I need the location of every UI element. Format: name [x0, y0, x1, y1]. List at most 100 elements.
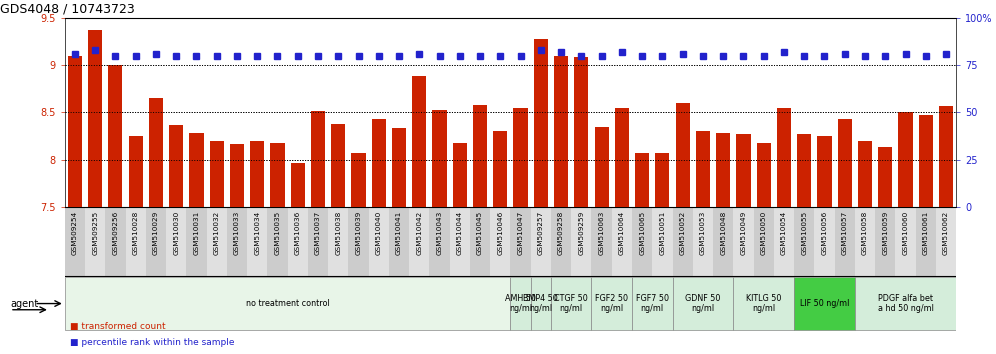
Bar	[288, 207, 308, 276]
Bar	[716, 133, 730, 207]
Bar	[106, 207, 125, 276]
Text: GSM510037: GSM510037	[315, 211, 321, 255]
Bar	[754, 207, 774, 276]
Bar	[510, 207, 531, 276]
Text: BMP4 50
ng/ml: BMP4 50 ng/ml	[524, 294, 558, 313]
Text: GSM510029: GSM510029	[153, 211, 159, 255]
Bar	[575, 57, 589, 207]
Bar	[774, 207, 794, 276]
Text: GSM510063: GSM510063	[599, 211, 605, 255]
Bar	[473, 105, 487, 207]
Bar	[85, 207, 106, 276]
Text: LIF 50 ng/ml: LIF 50 ng/ml	[800, 299, 850, 308]
Text: ■ transformed count: ■ transformed count	[70, 322, 165, 331]
Text: GSM510033: GSM510033	[234, 211, 240, 255]
Bar	[595, 127, 609, 207]
Bar	[247, 207, 267, 276]
Text: GSM510044: GSM510044	[457, 211, 463, 255]
Bar	[915, 207, 936, 276]
Bar	[635, 153, 649, 207]
Text: GDNF 50
ng/ml: GDNF 50 ng/ml	[685, 294, 720, 313]
Bar	[65, 207, 85, 276]
Text: GSM510031: GSM510031	[193, 211, 199, 255]
Bar	[534, 39, 548, 207]
Bar	[267, 207, 288, 276]
Bar	[632, 277, 672, 330]
Bar	[855, 277, 956, 330]
Bar	[632, 207, 652, 276]
Bar	[125, 207, 145, 276]
Text: GSM510048: GSM510048	[720, 211, 726, 255]
Bar	[531, 207, 551, 276]
Text: GSM510053: GSM510053	[700, 211, 706, 255]
Bar	[855, 207, 875, 276]
Bar	[145, 207, 166, 276]
Bar	[493, 131, 507, 207]
Bar	[794, 277, 855, 330]
Bar	[392, 127, 406, 207]
Bar	[858, 141, 872, 207]
Bar	[148, 98, 163, 207]
Text: GSM510043: GSM510043	[436, 211, 442, 255]
Text: GSM510057: GSM510057	[842, 211, 848, 255]
Bar	[388, 207, 409, 276]
Bar	[733, 207, 754, 276]
Bar	[551, 277, 592, 330]
Bar	[531, 277, 551, 330]
Text: GSM509255: GSM509255	[92, 211, 99, 255]
Text: GSM510058: GSM510058	[862, 211, 868, 255]
Bar	[918, 115, 933, 207]
Text: GSM510050: GSM510050	[761, 211, 767, 255]
Bar	[815, 207, 835, 276]
Bar	[109, 65, 123, 207]
Bar	[713, 207, 733, 276]
Bar	[736, 134, 751, 207]
Text: GSM510049: GSM510049	[740, 211, 746, 255]
Bar	[186, 207, 206, 276]
Bar	[652, 207, 672, 276]
Bar	[554, 56, 568, 207]
Text: GSM510046: GSM510046	[497, 211, 503, 255]
Text: GSM509258: GSM509258	[558, 211, 564, 255]
Text: GSM510039: GSM510039	[356, 211, 362, 255]
Bar	[696, 131, 710, 207]
Bar	[308, 207, 328, 276]
Bar	[209, 141, 224, 207]
Bar	[453, 143, 467, 207]
Bar	[510, 277, 531, 330]
Bar	[230, 144, 244, 207]
Text: GSM510034: GSM510034	[254, 211, 260, 255]
Bar	[311, 110, 325, 207]
Bar	[369, 207, 388, 276]
Bar	[206, 207, 227, 276]
Bar	[612, 207, 632, 276]
Bar	[818, 136, 832, 207]
Bar	[797, 134, 812, 207]
Bar	[757, 143, 771, 207]
Bar	[835, 207, 855, 276]
Text: FGF2 50
ng/ml: FGF2 50 ng/ml	[596, 294, 628, 313]
Bar	[372, 119, 385, 207]
Bar	[291, 162, 305, 207]
Bar	[875, 207, 895, 276]
Text: GSM510032: GSM510032	[214, 211, 220, 255]
Text: GSM510055: GSM510055	[801, 211, 807, 255]
Text: GSM510047: GSM510047	[518, 211, 524, 255]
Bar	[878, 147, 892, 207]
Bar	[328, 207, 349, 276]
Bar	[733, 277, 794, 330]
Text: agent: agent	[10, 299, 38, 309]
Bar	[490, 207, 510, 276]
Text: GSM510059: GSM510059	[882, 211, 888, 255]
Bar	[349, 207, 369, 276]
Text: GDS4048 / 10743723: GDS4048 / 10743723	[0, 2, 134, 15]
Text: GSM510041: GSM510041	[396, 211, 402, 255]
Bar	[409, 207, 429, 276]
Text: GSM510061: GSM510061	[922, 211, 929, 255]
Bar	[250, 141, 264, 207]
Bar	[169, 125, 183, 207]
Text: CTGF 50
ng/ml: CTGF 50 ng/ml	[555, 294, 588, 313]
Text: GSM510065: GSM510065	[639, 211, 645, 255]
Bar	[331, 124, 346, 207]
Text: GSM510030: GSM510030	[173, 211, 179, 255]
